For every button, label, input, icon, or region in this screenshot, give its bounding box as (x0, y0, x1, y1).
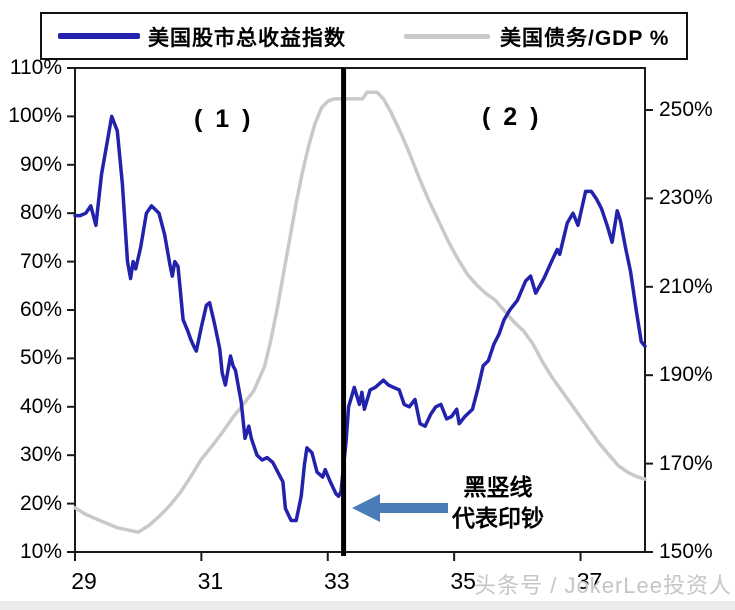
left-axis-tick-label: 70% (19, 249, 62, 273)
plot-border (74, 67, 646, 553)
left-axis-tick-label: 80% (19, 201, 62, 225)
right-axis-tick-label: 210% (659, 274, 713, 298)
debt-gdp-line-series (73, 90, 647, 534)
left-axis-tick-label: 30% (19, 443, 62, 467)
right-axis-tick-label: 190% (659, 363, 713, 387)
bottom-band (0, 601, 735, 610)
right-axis-tick-label: 150% (659, 540, 713, 563)
right-axis-tick-label: 250% (659, 97, 713, 121)
stocks-legend-label: 美国股市总收益指数 (148, 27, 346, 50)
stock-index-line-series (73, 114, 647, 523)
event-note-line1: 黑竖线 (463, 474, 533, 500)
left-axis-tick-label: 10% (19, 540, 62, 563)
right-axis-tick-label: 170% (659, 451, 713, 475)
phase-2-label: ( 2 ) (482, 103, 542, 131)
debt-legend-line-sample (404, 34, 490, 39)
watermark: 头条号 / JokerLee投资人 (474, 573, 732, 598)
debt-legend-label: 美国债务/GDP % (500, 27, 670, 50)
stocks-legend-line-sample (58, 33, 140, 39)
left-arrow-icon (352, 494, 448, 522)
phase-1-label: ( 1 ) (194, 105, 254, 133)
x-axis-tick-label: 33 (323, 568, 350, 594)
legend: 美国股市总收益指数 美国债务/GDP % (40, 12, 688, 60)
axis-tickmarks (67, 67, 653, 561)
left-axis-tick-label: 40% (19, 394, 62, 418)
left-axis-tick-label: 60% (19, 298, 62, 321)
left-axis-tick-label: 90% (19, 152, 62, 176)
left-axis-tick-label: 20% (19, 491, 62, 515)
event-note-line2: 代表印钞 (452, 505, 544, 532)
x-axis-tick-label: 37 (576, 568, 603, 594)
x-axis-tick-label: 35 (450, 568, 476, 594)
x-axis-tick-label: 31 (197, 568, 224, 594)
left-axis-tick-label: 50% (19, 346, 62, 370)
x-axis-tick-label: 29 (71, 568, 97, 594)
right-axis-tick-label: 230% (659, 186, 713, 210)
left-axis-tick-label: 100% (8, 104, 62, 128)
event-note: 黑竖线 代表印钞 (428, 472, 568, 534)
left-axis-tick-label: 110% (9, 56, 62, 79)
